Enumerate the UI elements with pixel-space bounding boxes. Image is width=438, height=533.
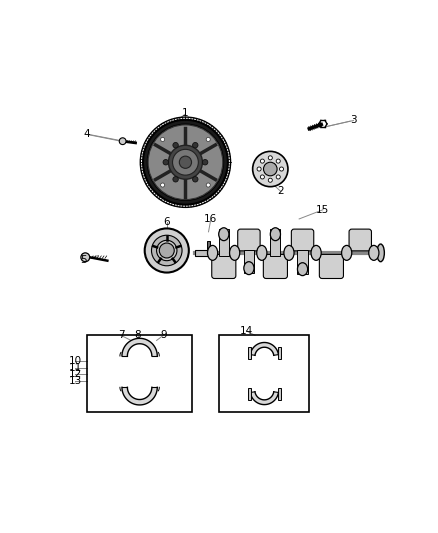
Polygon shape	[122, 387, 157, 405]
Circle shape	[202, 159, 208, 165]
Text: 4: 4	[84, 130, 90, 140]
Ellipse shape	[219, 228, 229, 241]
Circle shape	[257, 167, 261, 171]
Circle shape	[253, 151, 288, 187]
FancyBboxPatch shape	[278, 347, 281, 359]
Text: 8: 8	[134, 330, 141, 341]
Text: 5: 5	[80, 255, 87, 265]
Ellipse shape	[311, 245, 321, 260]
FancyBboxPatch shape	[270, 229, 280, 256]
Circle shape	[143, 120, 228, 205]
Text: 10: 10	[69, 356, 81, 366]
FancyBboxPatch shape	[319, 254, 343, 279]
Circle shape	[163, 159, 169, 165]
Circle shape	[260, 159, 265, 163]
Text: 9: 9	[160, 330, 167, 341]
Circle shape	[264, 162, 277, 176]
Ellipse shape	[270, 228, 280, 241]
FancyBboxPatch shape	[244, 250, 254, 273]
FancyBboxPatch shape	[278, 387, 281, 400]
Ellipse shape	[284, 245, 294, 260]
Text: 3: 3	[350, 116, 357, 125]
Circle shape	[145, 229, 189, 272]
Circle shape	[81, 253, 90, 262]
Circle shape	[157, 240, 177, 261]
Circle shape	[268, 156, 272, 160]
Circle shape	[159, 243, 174, 258]
Ellipse shape	[208, 245, 218, 260]
FancyBboxPatch shape	[219, 229, 229, 256]
Circle shape	[276, 175, 280, 179]
Polygon shape	[122, 338, 157, 356]
Circle shape	[206, 183, 210, 187]
FancyBboxPatch shape	[349, 229, 371, 251]
Ellipse shape	[230, 245, 240, 260]
Text: 7: 7	[118, 330, 124, 341]
Ellipse shape	[244, 262, 254, 274]
Text: 6: 6	[163, 216, 170, 227]
FancyBboxPatch shape	[297, 250, 307, 274]
Text: 12: 12	[68, 369, 82, 379]
FancyBboxPatch shape	[291, 229, 314, 251]
FancyBboxPatch shape	[207, 241, 210, 249]
Polygon shape	[250, 392, 279, 405]
Circle shape	[193, 142, 198, 148]
Circle shape	[206, 138, 210, 141]
Circle shape	[152, 235, 182, 266]
Ellipse shape	[342, 245, 352, 260]
Circle shape	[173, 176, 178, 182]
FancyBboxPatch shape	[248, 387, 251, 400]
Circle shape	[260, 175, 265, 179]
Ellipse shape	[377, 244, 385, 262]
Text: 1: 1	[182, 108, 189, 118]
Circle shape	[173, 142, 178, 148]
Ellipse shape	[369, 245, 379, 260]
Text: 13: 13	[68, 376, 82, 386]
Circle shape	[179, 156, 191, 168]
FancyBboxPatch shape	[194, 250, 213, 256]
FancyBboxPatch shape	[263, 254, 287, 279]
Polygon shape	[250, 343, 279, 356]
Text: 2: 2	[277, 186, 284, 196]
Text: 11: 11	[68, 362, 82, 373]
Circle shape	[148, 124, 223, 200]
Text: 16: 16	[204, 214, 218, 224]
Circle shape	[279, 167, 283, 171]
Text: 14: 14	[240, 326, 253, 336]
Circle shape	[173, 149, 198, 175]
Circle shape	[161, 183, 165, 187]
Circle shape	[268, 178, 272, 182]
Circle shape	[148, 125, 223, 199]
FancyBboxPatch shape	[248, 347, 251, 359]
FancyBboxPatch shape	[212, 254, 236, 279]
Circle shape	[276, 159, 280, 163]
Ellipse shape	[257, 245, 267, 260]
Ellipse shape	[297, 263, 307, 276]
Text: 15: 15	[316, 205, 329, 215]
Circle shape	[169, 146, 202, 179]
FancyBboxPatch shape	[238, 229, 260, 251]
Circle shape	[119, 138, 126, 144]
Circle shape	[161, 138, 165, 141]
Circle shape	[193, 176, 198, 182]
